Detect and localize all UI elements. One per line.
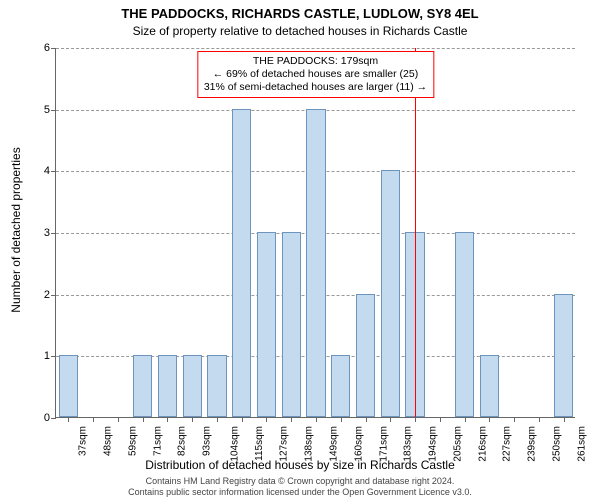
x-tick-label: 37sqm <box>78 426 89 456</box>
x-tick <box>291 417 292 422</box>
x-tick-label: 261sqm <box>576 426 587 462</box>
x-tick-label: 93sqm <box>202 426 213 456</box>
bar <box>356 294 375 417</box>
marker-line <box>415 48 416 417</box>
chart-title-main: THE PADDOCKS, RICHARDS CASTLE, LUDLOW, S… <box>0 6 600 21</box>
bar <box>331 355 350 417</box>
bar <box>480 355 499 417</box>
bar <box>207 355 226 417</box>
x-tick-label: 71sqm <box>152 426 163 456</box>
footnote-line2: Contains public sector information licen… <box>0 487 600 498</box>
bar <box>59 355 78 417</box>
x-tick <box>440 417 441 422</box>
annotation-line2: ← 69% of detached houses are smaller (25… <box>204 68 427 81</box>
gridline <box>56 48 575 49</box>
x-tick-label: 194sqm <box>427 426 438 462</box>
y-tick-label: 3 <box>44 227 56 239</box>
x-tick <box>514 417 515 422</box>
x-tick <box>143 417 144 422</box>
annotation-line3: 31% of semi-detached houses are larger (… <box>204 81 427 94</box>
x-tick <box>564 417 565 422</box>
x-tick-label: 227sqm <box>502 426 513 462</box>
y-tick-label: 0 <box>44 412 56 424</box>
chart-title-sub: Size of property relative to detached ho… <box>0 24 600 38</box>
x-tick-label: 149sqm <box>328 426 339 462</box>
y-tick-label: 4 <box>44 165 56 177</box>
y-axis-label: Number of detached properties <box>9 147 23 312</box>
chart-container: THE PADDOCKS, RICHARDS CASTLE, LUDLOW, S… <box>0 0 600 500</box>
plot-area: 012345637sqm48sqm59sqm71sqm82sqm93sqm104… <box>55 48 575 418</box>
bar <box>133 355 152 417</box>
annotation-box: THE PADDOCKS: 179sqm← 69% of detached ho… <box>197 51 434 98</box>
x-tick <box>68 417 69 422</box>
y-tick-label: 2 <box>44 289 56 301</box>
x-tick <box>93 417 94 422</box>
bar <box>232 109 251 417</box>
footnote-line1: Contains HM Land Registry data © Crown c… <box>0 476 600 487</box>
x-tick-label: 82sqm <box>177 426 188 456</box>
x-tick <box>118 417 119 422</box>
x-tick-label: 48sqm <box>103 426 114 456</box>
bar <box>306 109 325 417</box>
footnote: Contains HM Land Registry data © Crown c… <box>0 476 600 498</box>
x-tick <box>390 417 391 422</box>
x-tick-label: 171sqm <box>378 426 389 462</box>
x-tick <box>266 417 267 422</box>
annotation-line1: THE PADDOCKS: 179sqm <box>204 55 427 68</box>
x-tick-label: 160sqm <box>353 426 364 462</box>
x-tick-label: 205sqm <box>452 426 463 462</box>
x-tick <box>366 417 367 422</box>
x-tick <box>489 417 490 422</box>
bar <box>183 355 202 417</box>
x-tick-label: 104sqm <box>229 426 240 462</box>
x-tick-label: 138sqm <box>304 426 315 462</box>
bar <box>455 232 474 417</box>
y-tick-label: 6 <box>44 42 56 54</box>
y-tick-label: 1 <box>44 350 56 362</box>
bar <box>282 232 301 417</box>
x-tick <box>316 417 317 422</box>
x-tick-label: 216sqm <box>477 426 488 462</box>
x-tick-label: 183sqm <box>403 426 414 462</box>
x-tick <box>539 417 540 422</box>
x-tick-label: 239sqm <box>526 426 537 462</box>
x-tick-label: 250sqm <box>551 426 562 462</box>
x-tick-label: 115sqm <box>254 426 265 461</box>
x-tick <box>242 417 243 422</box>
bar <box>158 355 177 417</box>
bar <box>381 170 400 417</box>
x-tick <box>217 417 218 422</box>
x-tick-label: 59sqm <box>127 426 138 456</box>
bar <box>554 294 573 417</box>
bar <box>257 232 276 417</box>
x-tick <box>341 417 342 422</box>
x-tick <box>192 417 193 422</box>
x-axis-label: Distribution of detached houses by size … <box>0 458 600 472</box>
x-tick <box>465 417 466 422</box>
x-tick <box>415 417 416 422</box>
y-tick-label: 5 <box>44 104 56 116</box>
x-tick-label: 127sqm <box>279 426 290 462</box>
x-tick <box>167 417 168 422</box>
